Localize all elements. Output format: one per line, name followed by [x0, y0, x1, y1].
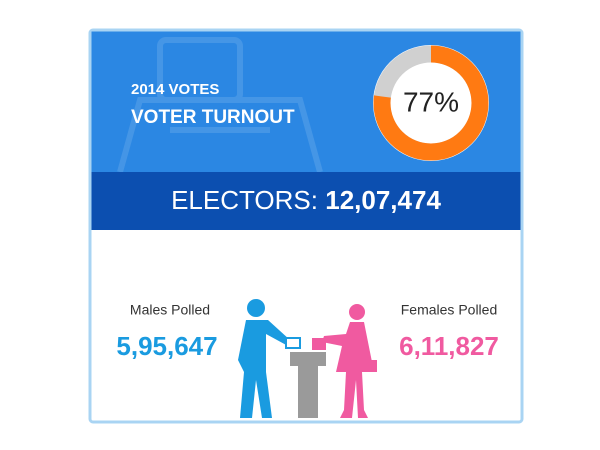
donut-arc: [373, 45, 489, 161]
ballot-watermark: [117, 37, 323, 173]
males-value: 5,95,647: [116, 331, 217, 361]
turnout-label: 77%: [403, 86, 459, 117]
male-voter: [238, 299, 290, 418]
males-label: Males Polled: [130, 302, 210, 318]
male-ballot: [285, 337, 301, 349]
subtitle: 2014 VOTES: [131, 81, 219, 98]
electors-value: 12,07,474: [325, 185, 441, 215]
females-value: 6,11,827: [399, 331, 499, 361]
females-label: Females Polled: [401, 302, 498, 318]
female-ballot: [312, 338, 326, 350]
female-voter: [322, 304, 377, 418]
electors-label: ELECTORS:: [171, 185, 318, 215]
electors-band: [91, 172, 521, 230]
donut: 77%: [373, 45, 489, 161]
electors: ELECTORS: 12,07,474: [171, 185, 441, 215]
ballot-box: [290, 352, 326, 418]
title: VOTER TURNOUT: [131, 107, 295, 128]
